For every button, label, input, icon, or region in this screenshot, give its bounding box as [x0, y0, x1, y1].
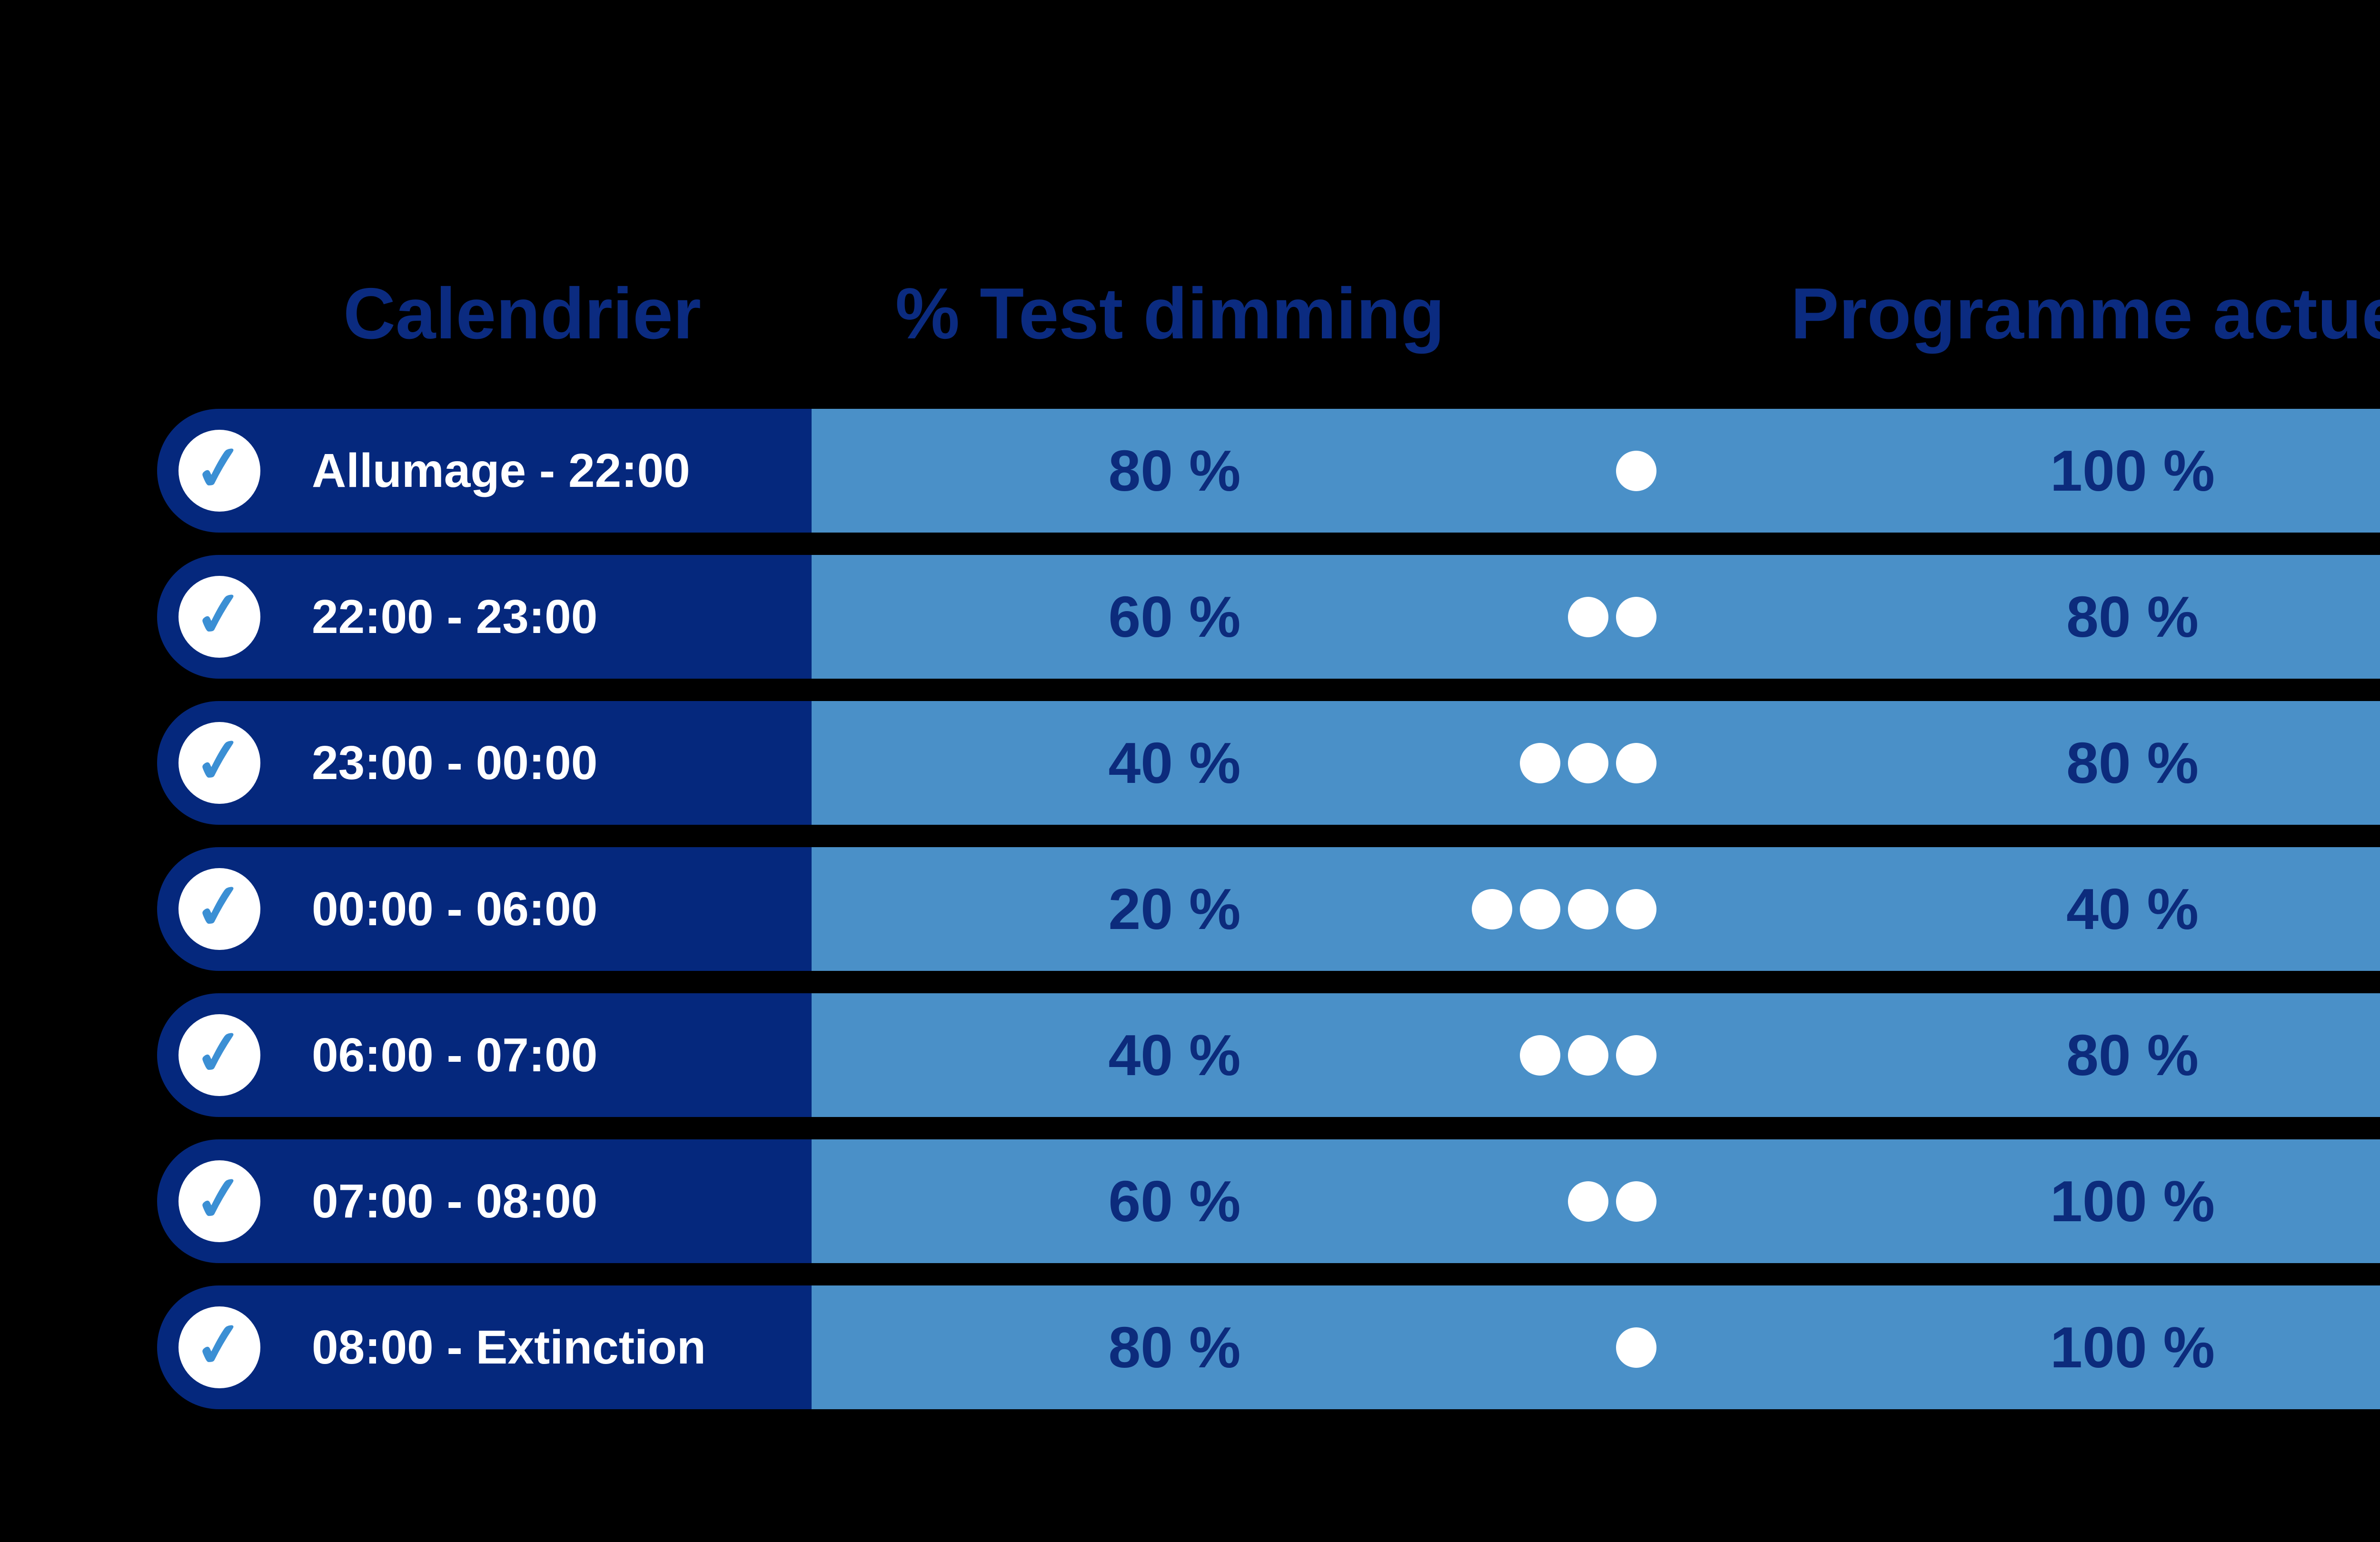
- schedule-pill-06-07[interactable]: ✓ 06:00 - 07:00: [157, 993, 812, 1117]
- dot-icon: [1616, 1327, 1656, 1368]
- test-dimming-value: 60 %: [1108, 584, 1241, 649]
- dimming-dots: [1457, 1327, 1656, 1368]
- check-toggle[interactable]: ✓: [178, 868, 260, 950]
- column-header-calendrier: Calendrier: [343, 273, 701, 354]
- check-toggle[interactable]: ✓: [178, 722, 260, 804]
- table-row: ✓ Allumage - 22:00 80 % 100 %: [157, 409, 2380, 533]
- time-range-label: 06:00 - 07:00: [312, 1028, 598, 1082]
- dimming-dots: [1457, 742, 1656, 783]
- table-row: ✓ 07:00 - 08:00 60 % 100 %: [157, 1139, 2380, 1263]
- check-toggle[interactable]: ✓: [178, 430, 260, 512]
- table-row: ✓ 22:00 - 23:00 60 % 80 %: [157, 555, 2380, 679]
- dot-icon: [1568, 1035, 1608, 1076]
- dot-icon: [1568, 1181, 1608, 1222]
- check-toggle[interactable]: ✓: [178, 1160, 260, 1242]
- programme-value: 100 %: [2050, 438, 2215, 503]
- row-band: 80 % 100 %: [812, 409, 2380, 533]
- dot-icon: [1520, 742, 1560, 783]
- schedule-pill-22-23[interactable]: ✓ 22:00 - 23:00: [157, 555, 812, 679]
- time-range-label: 07:00 - 08:00: [312, 1174, 598, 1228]
- programme-value: 100 %: [2050, 1315, 2215, 1380]
- dot-icon: [1568, 596, 1608, 637]
- test-dimming-value: 40 %: [1108, 1023, 1241, 1087]
- schedule-pill-07-08[interactable]: ✓ 07:00 - 08:00: [157, 1139, 812, 1263]
- check-toggle[interactable]: ✓: [178, 1014, 260, 1096]
- dimming-dots: [1457, 450, 1656, 491]
- dimming-dots: [1457, 596, 1656, 637]
- table-row: ✓ 08:00 - Extinction 80 % 100 %: [157, 1285, 2380, 1409]
- time-range-label: 00:00 - 06:00: [312, 882, 598, 936]
- schedule-pill-00-06[interactable]: ✓ 00:00 - 06:00: [157, 847, 812, 971]
- dot-icon: [1616, 450, 1656, 491]
- test-dimming-value: 40 %: [1108, 731, 1241, 795]
- row-band: 40 % 80 %: [812, 993, 2380, 1117]
- dot-icon: [1616, 1035, 1656, 1076]
- dot-icon: [1568, 889, 1608, 929]
- check-icon: ✓: [190, 1308, 248, 1382]
- test-dimming-value: 20 %: [1108, 877, 1241, 941]
- dot-icon: [1520, 1035, 1560, 1076]
- programme-value: 100 %: [2050, 1169, 2215, 1234]
- time-range-label: 22:00 - 23:00: [312, 590, 598, 643]
- test-dimming-value: 80 %: [1108, 1315, 1241, 1380]
- schedule-pill-23-00[interactable]: ✓ 23:00 - 00:00: [157, 701, 812, 825]
- dimming-dots: [1457, 889, 1656, 929]
- programme-value: 80 %: [2066, 731, 2199, 795]
- check-icon: ✓: [190, 1016, 248, 1090]
- table-row: ✓ 23:00 - 00:00 40 % 80 %: [157, 701, 2380, 825]
- column-header-test-dimming: % Test dimming: [895, 273, 1445, 354]
- row-band: 40 % 80 %: [812, 701, 2380, 825]
- schedule-pill-allumage[interactable]: ✓ Allumage - 22:00: [157, 409, 812, 533]
- dot-icon: [1616, 889, 1656, 929]
- dot-icon: [1472, 889, 1512, 929]
- check-icon: ✓: [190, 1162, 248, 1236]
- dot-icon: [1616, 742, 1656, 783]
- test-dimming-value: 80 %: [1108, 438, 1241, 503]
- time-range-label: 08:00 - Extinction: [312, 1320, 706, 1374]
- programme-value: 80 %: [2066, 584, 2199, 649]
- programme-value: 80 %: [2066, 1023, 2199, 1087]
- column-header-programme-actuel: Programme actuel: [1790, 273, 2380, 354]
- schedule-pill-extinction[interactable]: ✓ 08:00 - Extinction: [157, 1285, 812, 1409]
- check-icon: ✓: [190, 724, 248, 798]
- dimming-dots: [1457, 1181, 1656, 1222]
- time-range-label: 23:00 - 00:00: [312, 736, 598, 790]
- schedule-table: ✓ Allumage - 22:00 80 % 100 % ✓ 22:00 - …: [157, 409, 2380, 1432]
- check-toggle[interactable]: ✓: [178, 576, 260, 658]
- dot-icon: [1568, 742, 1608, 783]
- row-band: 60 % 80 %: [812, 555, 2380, 679]
- check-toggle[interactable]: ✓: [178, 1306, 260, 1388]
- dot-icon: [1616, 1181, 1656, 1222]
- table-row: ✓ 06:00 - 07:00 40 % 80 %: [157, 993, 2380, 1117]
- programme-value: 40 %: [2066, 877, 2199, 941]
- row-band: 80 % 100 %: [812, 1285, 2380, 1409]
- table-row: ✓ 00:00 - 06:00 20 % 40 %: [157, 847, 2380, 971]
- check-icon: ✓: [190, 432, 248, 505]
- check-icon: ✓: [190, 870, 248, 944]
- dimming-dots: [1457, 1035, 1656, 1076]
- test-dimming-value: 60 %: [1108, 1169, 1241, 1234]
- dot-icon: [1520, 889, 1560, 929]
- row-band: 60 % 100 %: [812, 1139, 2380, 1263]
- check-icon: ✓: [190, 578, 248, 652]
- dot-icon: [1616, 596, 1656, 637]
- time-range-label: Allumage - 22:00: [312, 444, 690, 497]
- row-band: 20 % 40 %: [812, 847, 2380, 971]
